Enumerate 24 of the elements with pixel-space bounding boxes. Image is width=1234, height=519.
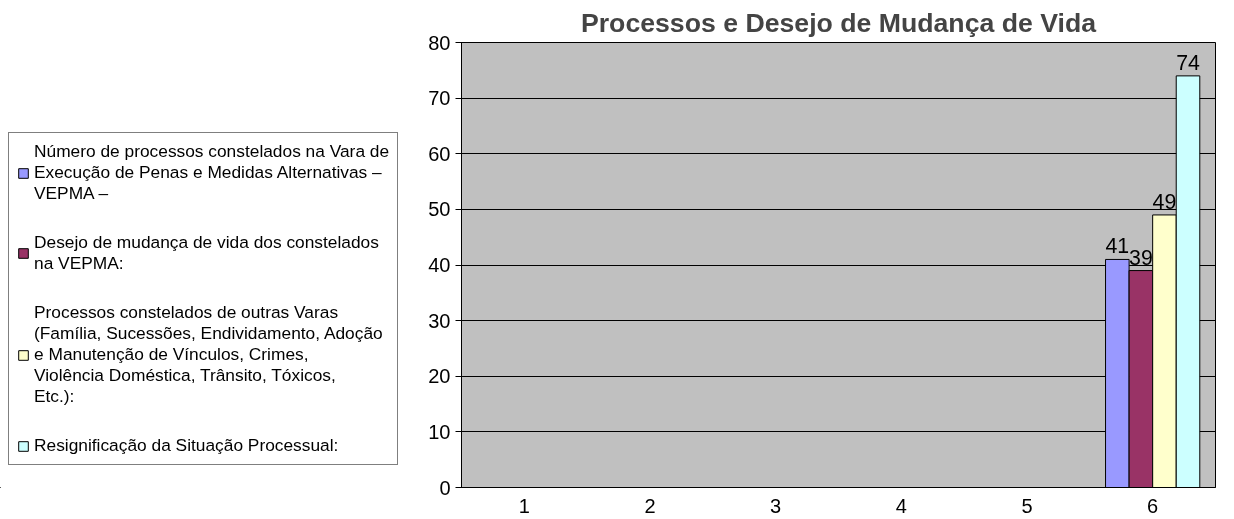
x-tick-label: 3	[770, 494, 782, 517]
data-label: 39	[1129, 245, 1153, 270]
y-tick-label: 20	[428, 365, 451, 388]
x-tick-label: 5	[1021, 494, 1033, 517]
x-tick-label: 2	[644, 494, 656, 517]
legend-label: Desejo de mudança de vida dos constelados na VEPMA:	[34, 232, 379, 274]
legend-label: Número de processos constelados na Vara de Execução de Penas e Medidas Alternativas – VEPMA –	[34, 141, 390, 204]
legend-label: Processos constelados de outras Varas (Família, Sucessões, Endividamento, Adoção e Manutenção de Vínculos, Crimes, Violência Doméstica, Trânsito, Tóxicos, Etc.):	[34, 302, 383, 407]
x-tick-label: 1	[518, 494, 530, 517]
y-tick-label: 70	[428, 87, 451, 110]
y-tick-label: 60	[428, 142, 451, 165]
y-tick-label: 30	[428, 309, 451, 332]
y-tick-label: 80	[428, 31, 451, 54]
chart-title: Processos e Desejo de Mudança de Vida	[580, 7, 1097, 38]
x-tick-label: 4	[895, 494, 907, 517]
y-tick-label: 50	[428, 198, 451, 221]
y-tick-label: 10	[428, 420, 451, 443]
data-label: 41	[1105, 234, 1130, 259]
x-tick-label: 6	[1147, 494, 1159, 517]
y-tick-label: 40	[428, 254, 451, 276]
y-tick-label: 0	[439, 476, 451, 499]
data-label: 74	[1176, 50, 1201, 75]
data-label: 49	[1152, 189, 1177, 214]
legend-label: Resignificação da Situação Processual:	[34, 435, 339, 456]
